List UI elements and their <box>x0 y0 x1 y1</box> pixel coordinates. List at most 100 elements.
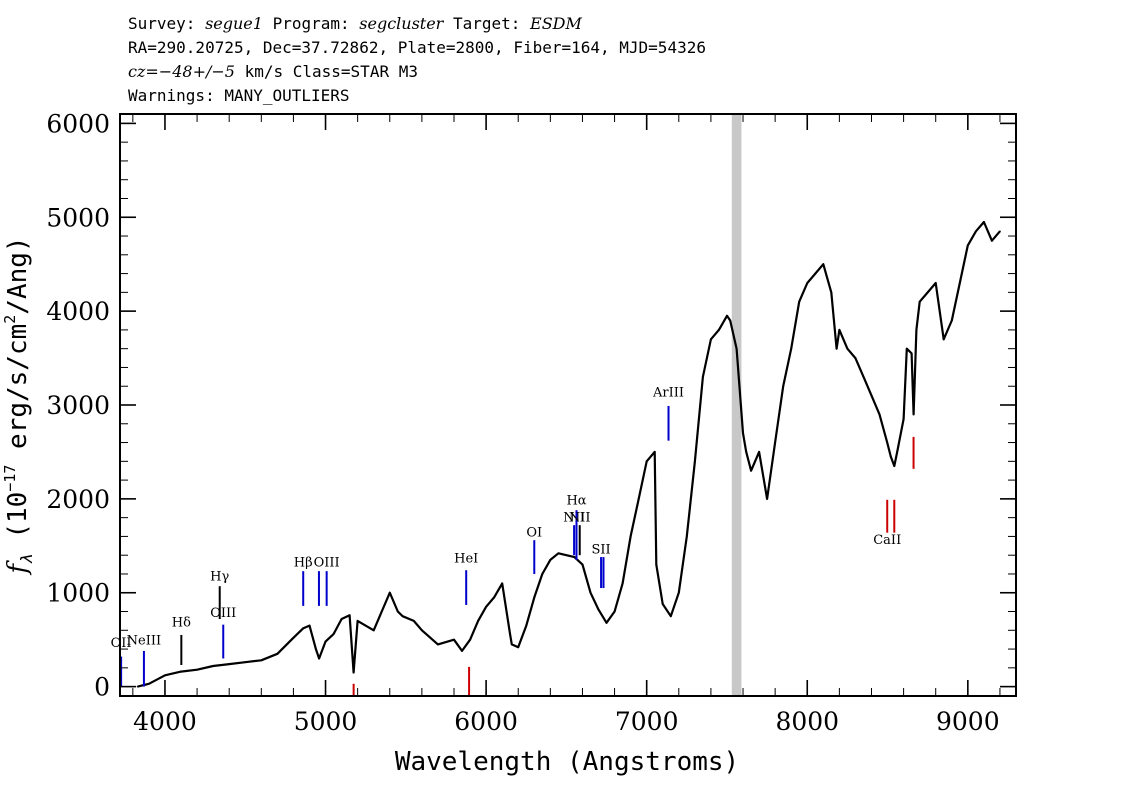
spectrum-point <box>934 282 937 284</box>
spectrum-point <box>372 629 375 632</box>
spectrum-point <box>412 620 415 622</box>
spectrum-point <box>597 608 600 611</box>
spectrum-point <box>510 643 513 646</box>
spectrum-point <box>782 385 785 388</box>
spectrum-point <box>420 629 423 632</box>
emission-line-marker: HeI <box>454 552 478 605</box>
spectrum-point <box>910 352 913 355</box>
spectrum-point <box>742 432 744 435</box>
spectrum-point <box>605 621 608 624</box>
spectrum-point <box>244 661 247 664</box>
spectrum-point <box>726 314 728 317</box>
spectrum-point <box>148 682 150 685</box>
spectrum-point <box>896 451 899 453</box>
y-tick-label: 5000 <box>46 203 110 232</box>
spectrum-point <box>685 535 688 538</box>
spectrum-point <box>629 535 632 538</box>
spectrum-point <box>912 413 915 416</box>
spectrum-point <box>302 627 304 630</box>
spectrum-point <box>798 300 801 303</box>
class-text: km/s Class=STAR M3 <box>234 62 418 81</box>
emission-line-marker: ArIII <box>652 386 684 441</box>
emission-line-marker: OI <box>526 525 542 574</box>
emission-line-marker: NeIII <box>127 633 161 687</box>
spectrum-point <box>905 347 908 350</box>
x-tick-label: 7000 <box>615 707 679 736</box>
spectrum-point <box>565 554 568 557</box>
spectrum-point <box>889 455 892 458</box>
target-value: ESDM <box>530 14 582 33</box>
spectrum-point <box>926 291 929 294</box>
y-tick-label: 0 <box>94 673 110 702</box>
target-label: Target: <box>443 14 531 33</box>
spectrum-point <box>870 394 873 397</box>
emission-line-marker: Hα <box>566 494 587 560</box>
spectrum-point <box>356 620 359 622</box>
spectrum-point <box>710 338 712 341</box>
x-tick-label: 4000 <box>133 707 197 736</box>
x-tick-label: 6000 <box>454 707 518 736</box>
svg-text:fλ (10−17 erg/s/cm2/Ang): fλ (10−17 erg/s/cm2/Ang) <box>1 236 36 575</box>
emission-line-label: Hβ <box>294 555 313 570</box>
emission-line-label: NII <box>569 510 591 525</box>
y-axis-title-open: (10 <box>3 492 33 555</box>
spectrum-point <box>396 610 399 613</box>
y-axis-title-exp: −17 <box>1 465 19 492</box>
survey-label: Survey: <box>128 14 206 33</box>
spectrum-point <box>589 591 592 594</box>
spectrum-point <box>324 640 327 643</box>
spectrum-point <box>517 646 520 649</box>
spectrum-point <box>838 329 841 331</box>
emission-line-label: NII <box>563 510 585 525</box>
spectrum-line <box>137 220 1001 688</box>
header-line-2: RA=290.20725, Dec=37.72862, Plate=2800, … <box>128 38 706 57</box>
spectrum-point <box>790 347 793 350</box>
spectrum-point <box>830 291 833 294</box>
spectrum-point <box>950 319 953 322</box>
spectrum-point <box>212 665 215 667</box>
absorption-line-marker: CaII <box>873 499 901 548</box>
spectrum-point <box>276 652 279 655</box>
spectrum-point <box>750 469 752 472</box>
y-tick-label: 1000 <box>46 579 110 608</box>
spectrum-point <box>501 582 504 585</box>
emission-line-marker: SII <box>591 542 611 589</box>
header-line-4: Warnings: MANY_OUTLIERS <box>128 86 350 105</box>
spectrum-point <box>766 497 769 500</box>
spectrum-point <box>318 657 321 660</box>
spectrum-point <box>461 650 463 652</box>
y-axis-title-close: /Ang) <box>3 236 33 314</box>
spectrum-point <box>308 624 311 627</box>
spectrum-point <box>645 460 648 463</box>
program-value: segcluster <box>359 14 444 33</box>
spectrum-point <box>886 441 889 444</box>
emission-line-marker: Hβ <box>294 555 313 606</box>
spectrum-point <box>729 319 732 322</box>
spectrum-point <box>533 596 536 599</box>
spectrum-point <box>958 282 961 284</box>
spectrum-point <box>718 329 720 331</box>
emission-line-label: ArIII <box>652 386 684 401</box>
y-tick-label: 2000 <box>46 485 110 514</box>
header-line-3: cz=−48+/−5 km/s Class=STAR M3 <box>128 62 418 81</box>
spectrum-point <box>893 465 896 467</box>
spectrum-point <box>966 244 969 247</box>
spectrum-point <box>292 636 295 639</box>
spectrum-point <box>669 615 672 618</box>
spectrum-point <box>493 596 496 599</box>
emission-line-label: OI <box>526 525 542 540</box>
spectrum-point <box>822 263 825 266</box>
spectrum-point <box>918 300 921 303</box>
emission-line-marker: Hγ <box>210 570 229 620</box>
spectrum-point <box>846 347 849 350</box>
spectrum-point <box>878 413 881 416</box>
y-axis-title-sq: 2 <box>1 315 19 324</box>
spectrum-point <box>991 239 993 242</box>
spectrum-point <box>661 603 664 605</box>
y-tick-label: 4000 <box>46 297 110 326</box>
spectrum-point <box>541 573 544 575</box>
spectrum-point <box>348 614 351 617</box>
y-tick-label: 3000 <box>46 391 110 420</box>
spectrum-point <box>136 685 139 688</box>
spectrum-point <box>557 552 560 555</box>
